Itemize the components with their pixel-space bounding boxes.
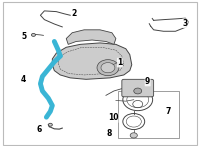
Circle shape — [48, 123, 52, 126]
FancyBboxPatch shape — [122, 79, 154, 97]
Text: 10: 10 — [108, 113, 118, 122]
Circle shape — [101, 63, 115, 73]
Text: 1: 1 — [117, 58, 122, 67]
Circle shape — [134, 88, 142, 94]
Circle shape — [130, 133, 137, 138]
Text: 4: 4 — [21, 75, 26, 84]
Text: 5: 5 — [21, 32, 26, 41]
Text: 2: 2 — [72, 9, 77, 18]
Text: 8: 8 — [106, 129, 112, 138]
Text: 3: 3 — [183, 19, 188, 28]
Text: 9: 9 — [145, 77, 150, 86]
Text: 7: 7 — [166, 107, 171, 116]
Polygon shape — [66, 30, 116, 44]
Circle shape — [31, 34, 35, 36]
Text: 6: 6 — [37, 125, 42, 134]
Polygon shape — [52, 43, 132, 79]
Circle shape — [97, 60, 119, 76]
